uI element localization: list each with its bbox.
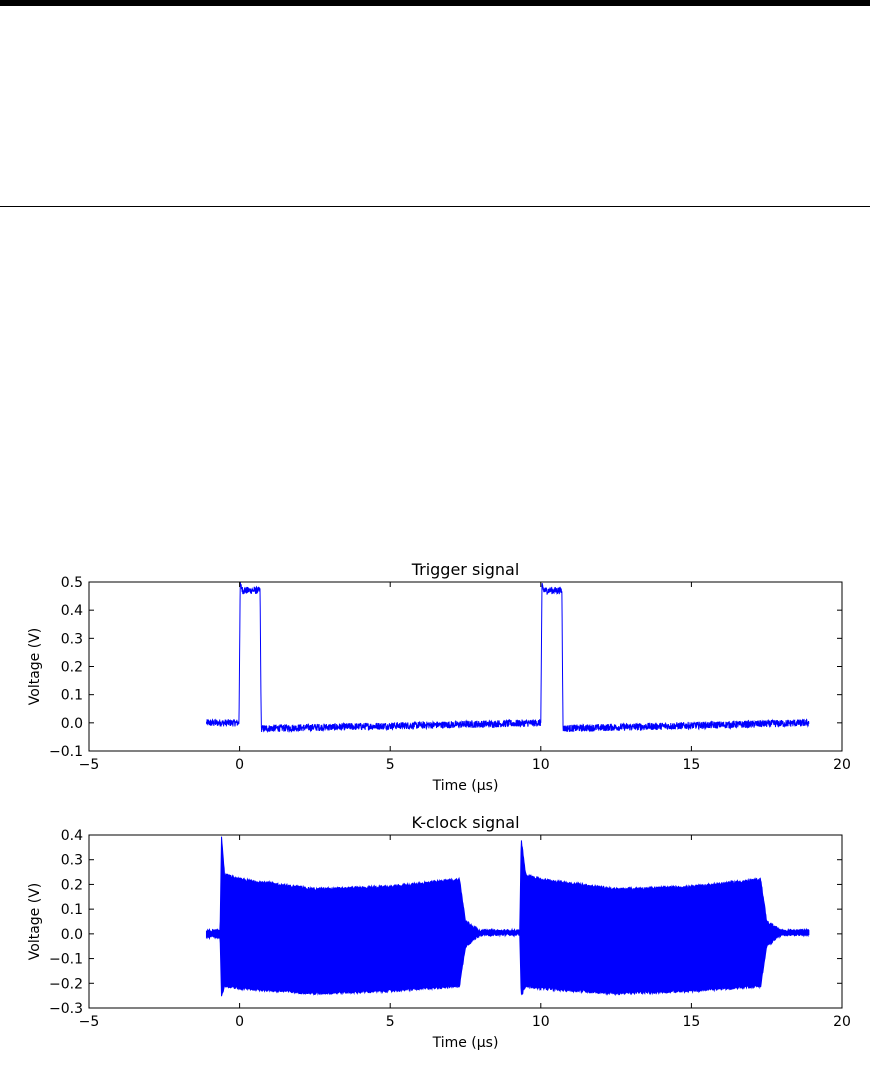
kclock-x-tick-label: 20 (833, 1014, 851, 1030)
trigger-x-tick-label: 5 (386, 757, 395, 773)
kclock-y-tick-label: −0.2 (49, 976, 83, 992)
kclock-y-tick-label: −0.3 (49, 1001, 83, 1017)
trigger-y-tick-label: 0.0 (61, 716, 83, 732)
kclock-x-tick-label: 5 (386, 1014, 395, 1030)
trigger-y-tick-label: −0.1 (49, 744, 83, 760)
trigger-y-tick-label: 0.3 (61, 631, 83, 647)
kclock-y-tick-label: −0.1 (49, 952, 83, 968)
trigger-series-line (205, 582, 810, 733)
trigger-title: Trigger signal (411, 560, 520, 579)
kclock-series-area (205, 836, 810, 997)
kclock-y-axis-label: Voltage (V) (27, 883, 43, 960)
kclock-chart: −5 0 5 10 15 20 −0.3 −0.2 −0.1 0.0 0.1 0.2 0.3 0.4 K-c… (27, 813, 851, 1051)
kclock-y-tick-label: 0.2 (61, 877, 83, 893)
kclock-x-axis-label: Time (μs) (432, 1035, 499, 1051)
trigger-x-axis-label: Time (μs) (432, 778, 499, 794)
kclock-title: K-clock signal (411, 813, 519, 832)
top-bar (0, 0, 870, 6)
kclock-x-tick-label: 0 (235, 1014, 244, 1030)
trigger-chart: −5 0 5 10 15 20 −0.1 0.0 0.1 0.2 0.3 0.4 0.5 Trigger … (27, 560, 851, 794)
trigger-x-tick-label: 10 (532, 757, 550, 773)
trigger-y-tick-label: 0.4 (61, 603, 83, 619)
kclock-y-tick-label: 0.0 (61, 927, 83, 943)
trigger-x-tick-label: 15 (682, 757, 700, 773)
trigger-y-tick-label: 0.5 (61, 575, 83, 591)
trigger-x-tick-label: −5 (79, 757, 100, 773)
kclock-y-tick-label: 0.4 (61, 828, 83, 844)
trigger-y-axis-label: Voltage (V) (27, 628, 43, 705)
trigger-x-tick-label: 0 (235, 757, 244, 773)
kclock-x-tick-label: 15 (682, 1014, 700, 1030)
kclock-y-tick-label: 0.1 (61, 902, 83, 918)
trigger-y-tick-label: 0.2 (61, 660, 83, 676)
kclock-x-tick-label: −5 (79, 1014, 100, 1030)
kclock-x-tick-label: 10 (532, 1014, 550, 1030)
horizontal-rule (0, 206, 870, 207)
trigger-y-tick-label: 0.1 (61, 688, 83, 704)
trigger-x-tick-label: 20 (833, 757, 851, 773)
kclock-y-tick-label: 0.3 (61, 853, 83, 869)
kclock-axes-frame (88, 834, 843, 1009)
